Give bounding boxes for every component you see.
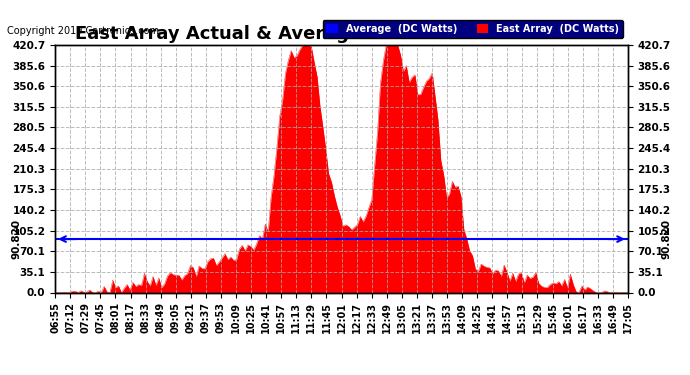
Text: 90.820: 90.820 (11, 219, 21, 259)
Text: Copyright 2019 Cartronics.com: Copyright 2019 Cartronics.com (7, 26, 159, 36)
Title: East Array Actual & Average Power Sat Feb 23 17:19: East Array Actual & Average Power Sat Fe… (75, 26, 608, 44)
Legend: Average  (DC Watts), East Array  (DC Watts): Average (DC Watts), East Array (DC Watts… (322, 20, 623, 38)
Text: 90.820: 90.820 (662, 219, 672, 259)
